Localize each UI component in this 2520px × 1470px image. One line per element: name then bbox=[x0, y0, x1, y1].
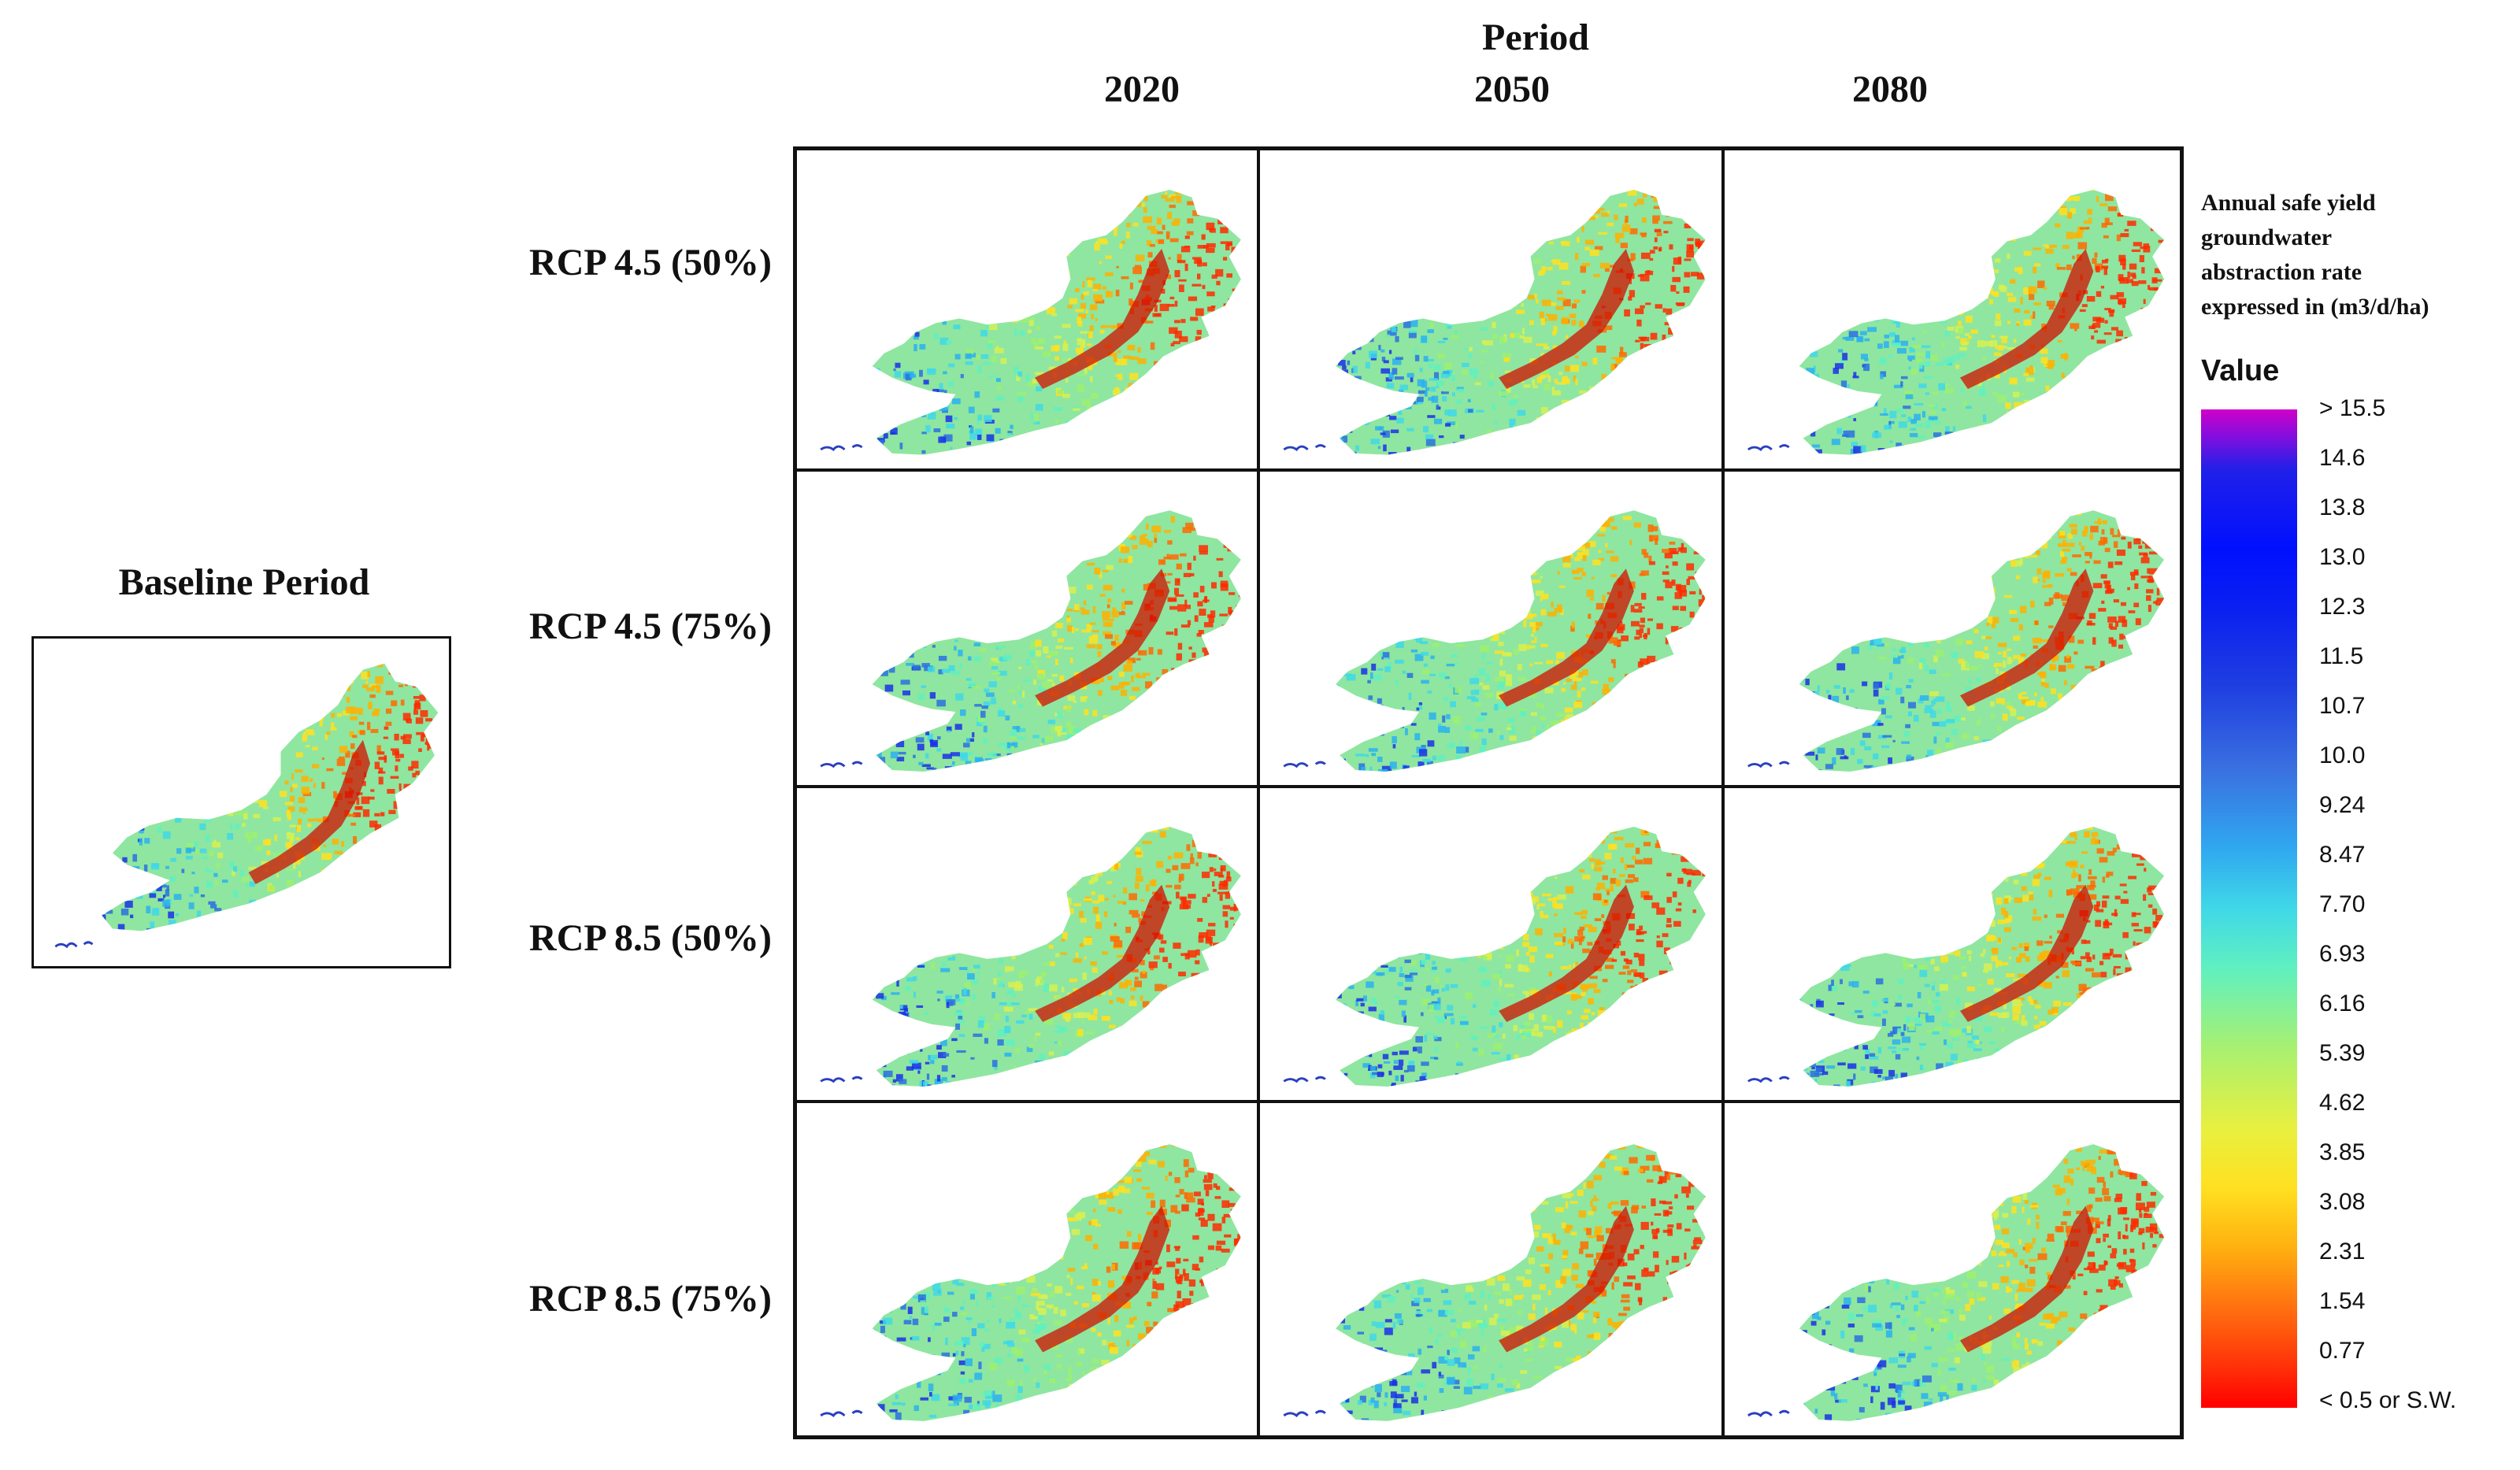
legend-tick: 5.39 bbox=[2319, 1040, 2366, 1066]
map-rcp45-75-2050 bbox=[1258, 470, 1723, 787]
map-islets bbox=[1747, 444, 1790, 451]
legend-tick: 14.6 bbox=[2319, 445, 2366, 471]
legend-tick: 13.8 bbox=[2319, 494, 2366, 520]
baseline-map bbox=[54, 663, 439, 949]
map-rcp85-75-2020 bbox=[795, 1102, 1258, 1437]
map-low-value-zone bbox=[1035, 884, 1170, 1022]
map-islets bbox=[820, 1409, 863, 1417]
period-title: Period bbox=[1482, 17, 1589, 58]
map-islets bbox=[1283, 761, 1326, 768]
column-label-2080: 2080 bbox=[1852, 69, 1928, 110]
map-low-value-zone bbox=[1959, 568, 2094, 707]
map-rcp85-75-2050 bbox=[1258, 1102, 1723, 1437]
row-label-rcp85-75: RCP 8.5 (75%) bbox=[529, 1278, 772, 1320]
map-landmass bbox=[872, 190, 1241, 455]
legend-title-line: groundwater bbox=[2201, 224, 2333, 250]
map-low-value-zone bbox=[1959, 884, 2094, 1022]
map-islets bbox=[820, 761, 863, 768]
map-islets bbox=[1283, 1409, 1326, 1417]
column-label-2020: 2020 bbox=[1104, 69, 1180, 110]
map-low-value-zone bbox=[1035, 1205, 1170, 1353]
map-islets bbox=[54, 941, 94, 949]
map-rcp85-50-2020 bbox=[795, 787, 1258, 1102]
map-low-value-zone bbox=[1499, 884, 1634, 1022]
legend-tick: 12.3 bbox=[2319, 594, 2366, 620]
legend-title-line: abstraction rate bbox=[2201, 259, 2362, 285]
legend-title: Annual safe yield groundwater abstractio… bbox=[2201, 186, 2516, 324]
legend-tick: 2.31 bbox=[2319, 1239, 2366, 1264]
row-label-rcp85-50: RCP 8.5 (50%) bbox=[529, 917, 772, 959]
baseline-map-panel bbox=[32, 636, 451, 968]
legend-tick: 3.08 bbox=[2319, 1189, 2366, 1215]
map-islets bbox=[1747, 761, 1790, 768]
legend-tick: 8.47 bbox=[2319, 842, 2366, 868]
map-islets bbox=[1747, 1076, 1790, 1083]
map-islets bbox=[820, 1076, 863, 1083]
legend-tick: 6.93 bbox=[2319, 941, 2366, 967]
legend-tick: 4.62 bbox=[2319, 1090, 2366, 1116]
legend-tick: < 0.5 or S.W. bbox=[2319, 1387, 2457, 1413]
map-rcp45-50-2050 bbox=[1258, 149, 1723, 470]
map-islets bbox=[1283, 444, 1326, 451]
legend-tick: 9.24 bbox=[2319, 792, 2366, 818]
map-landmass bbox=[1335, 827, 1706, 1087]
legend-value-label: Value bbox=[2201, 354, 2280, 387]
row-label-rcp45-50: RCP 4.5 (50%) bbox=[529, 242, 772, 283]
legend-tick: > 15.5 bbox=[2319, 395, 2386, 421]
map-rcp45-50-2020 bbox=[795, 149, 1258, 470]
legend-title-line: Annual safe yield bbox=[2201, 190, 2376, 216]
map-low-value-zone bbox=[1499, 568, 1634, 707]
map-low-value-zone bbox=[1035, 249, 1170, 389]
legend-tick: 3.85 bbox=[2319, 1139, 2366, 1165]
map-rcp45-50-2080 bbox=[1723, 149, 2181, 470]
legend-tick: 11.5 bbox=[2319, 643, 2364, 669]
baseline-title: Baseline Period bbox=[118, 561, 370, 603]
legend-title-line: expressed in (m3/d/ha) bbox=[2201, 294, 2429, 320]
map-islets bbox=[1283, 1076, 1326, 1083]
map-rcp85-50-2050 bbox=[1258, 787, 1723, 1102]
map-islets bbox=[1747, 1409, 1790, 1417]
map-rcp85-75-2080 bbox=[1723, 1102, 2181, 1437]
legend-tick: 1.54 bbox=[2319, 1288, 2366, 1314]
legend-tick: 10.7 bbox=[2319, 693, 2366, 719]
map-rcp45-75-2020 bbox=[795, 470, 1258, 787]
map-islets bbox=[820, 444, 863, 451]
map-landmass bbox=[1799, 190, 2165, 455]
legend-tick: 7.70 bbox=[2319, 891, 2366, 917]
map-landmass bbox=[872, 510, 1241, 772]
map-low-value-zone bbox=[248, 739, 371, 884]
map-landmass bbox=[102, 663, 439, 931]
legend-tick: 13.0 bbox=[2319, 544, 2366, 570]
map-landmass bbox=[872, 1144, 1241, 1421]
map-rcp85-50-2080 bbox=[1723, 787, 2181, 1102]
row-label-rcp45-75: RCP 4.5 (75%) bbox=[529, 605, 772, 647]
map-low-value-zone bbox=[1499, 249, 1634, 389]
map-low-value-zone bbox=[1035, 568, 1170, 707]
legend-tick: 0.77 bbox=[2319, 1338, 2366, 1364]
legend-colorbar bbox=[2201, 409, 2297, 1408]
map-low-value-zone bbox=[1959, 249, 2094, 389]
legend-tick: 10.0 bbox=[2319, 742, 2366, 768]
map-landmass bbox=[1335, 510, 1706, 772]
legend-tick: 6.16 bbox=[2319, 990, 2366, 1016]
map-landmass bbox=[1335, 1144, 1706, 1421]
map-low-value-zone bbox=[1959, 1205, 2094, 1353]
map-rcp45-75-2080 bbox=[1723, 470, 2181, 787]
column-label-2050: 2050 bbox=[1474, 69, 1550, 110]
map-low-value-zone bbox=[1499, 1205, 1634, 1353]
scenario-map-grid bbox=[793, 146, 2184, 1439]
